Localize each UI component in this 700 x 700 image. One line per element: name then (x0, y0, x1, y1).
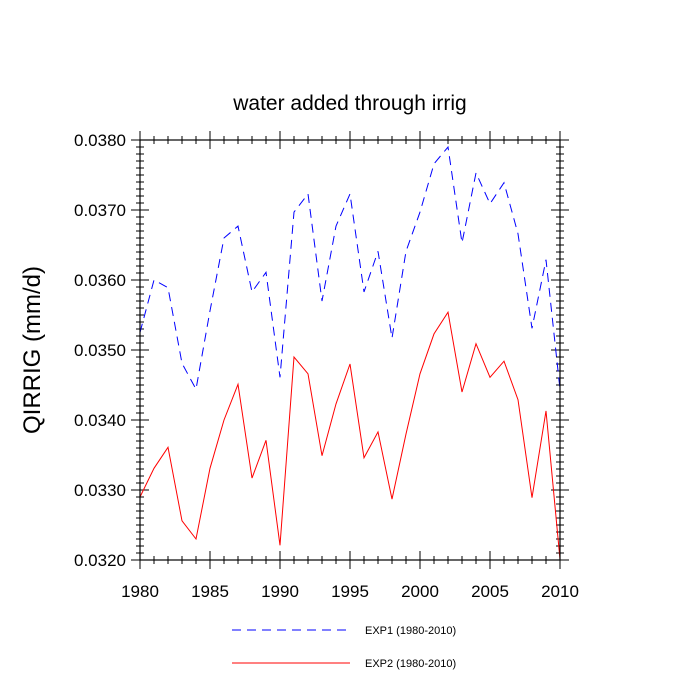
y-tick-label: 0.0340 (74, 411, 126, 430)
y-tick-label: 0.0360 (74, 271, 126, 290)
y-axis-label: QIRRIG (mm/d) (19, 266, 46, 434)
x-tick-label: 2000 (401, 582, 439, 601)
y-tick-label: 0.0370 (74, 201, 126, 220)
x-tick-label: 2010 (541, 582, 579, 601)
legend: EXP1 (1980-2010) EXP2 (1980-2010) (232, 625, 456, 670)
plot-frame (139, 139, 561, 561)
y-tick-label: 0.0320 (74, 551, 126, 570)
series-lines (139, 145, 561, 560)
series-line-1 (139, 145, 561, 391)
y-tick-label: 0.0380 (74, 131, 126, 150)
legend-label-2: EXP2 (1980-2010) (365, 658, 456, 670)
series-line-2 (139, 310, 561, 560)
x-tick-labels: 1980 1985 1990 1995 2000 2005 2010 (121, 582, 579, 601)
legend-label-1: EXP1 (1980-2010) (365, 625, 456, 637)
y-tick-label: 0.0330 (74, 481, 126, 500)
y-tick-labels: 0.0320 0.0330 0.0340 0.0350 0.0360 0.0370 0.03… (74, 131, 126, 570)
axis-ticks (131, 131, 569, 569)
x-tick-label: 1980 (121, 582, 159, 601)
chart-title: water added through irrig (232, 92, 466, 115)
x-tick-label: 2005 (471, 582, 509, 601)
y-tick-label: 0.0350 (74, 341, 126, 360)
x-tick-label: 1995 (331, 582, 369, 601)
x-tick-label: 1985 (191, 582, 229, 601)
x-tick-label: 1990 (261, 582, 299, 601)
